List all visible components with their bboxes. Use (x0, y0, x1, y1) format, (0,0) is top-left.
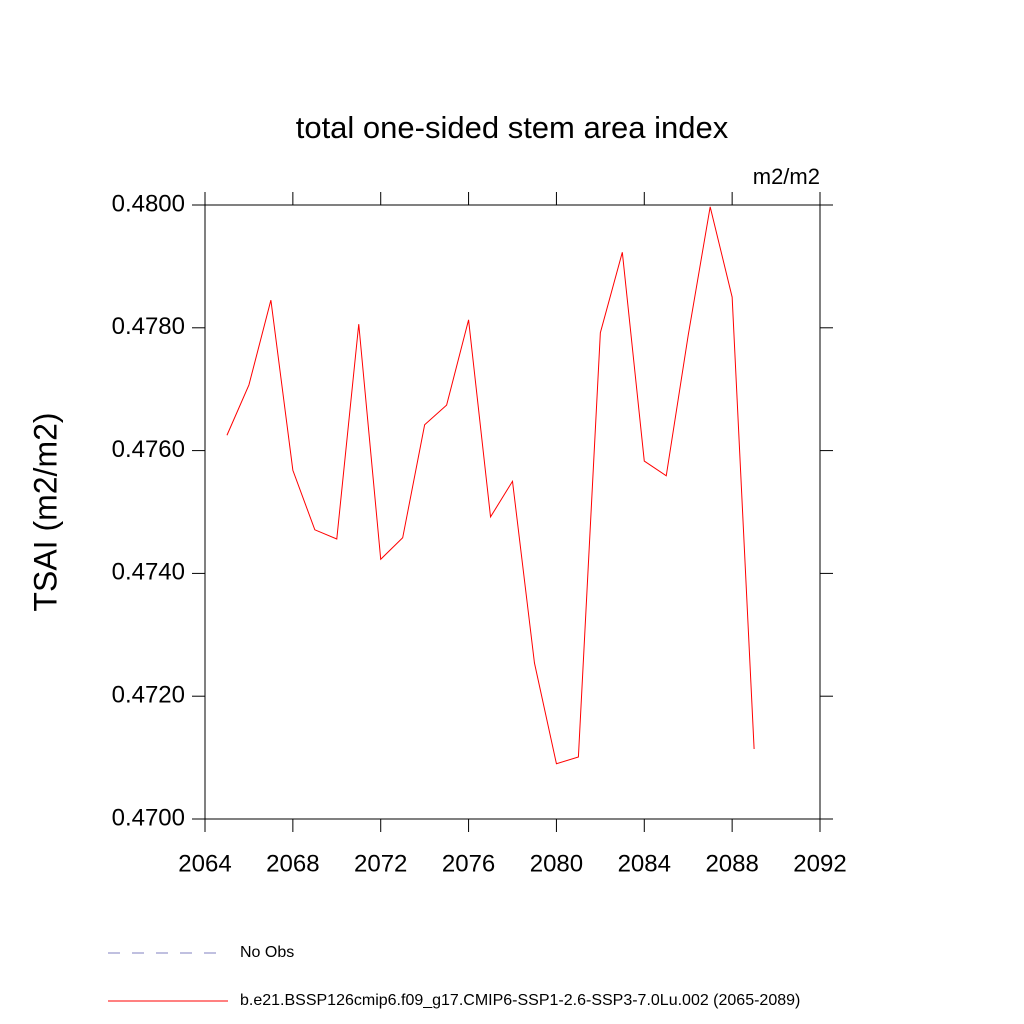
legend-label: No Obs (240, 944, 294, 961)
plot-frame (204, 204, 821, 820)
x-tick-label: 2064 (178, 850, 231, 877)
legend-label: b.e21.BSSP126cmip6.f09_g17.CMIP6-SSP1-2.… (240, 992, 800, 1009)
y-tick-label: 0.4720 (112, 682, 185, 709)
data-line (226, 206, 755, 765)
x-tick-label: 2084 (618, 850, 671, 877)
x-tick-label: 2068 (266, 850, 319, 877)
x-tick-label: 2088 (705, 850, 758, 877)
y-tick-label: 0.4700 (112, 804, 185, 831)
x-tick-label: 2080 (530, 850, 583, 877)
y-tick-label: 0.4780 (112, 313, 185, 340)
y-tick-label: 0.4800 (112, 190, 185, 217)
y-tick-label: 0.4760 (112, 436, 185, 463)
x-tick-label: 2072 (354, 850, 407, 877)
y-tick-label: 0.4740 (112, 559, 185, 586)
y-axis-label: TSAI (m2/m2) (27, 412, 63, 611)
chart-title: total one-sided stem area index (296, 110, 729, 145)
x-tick-label: 2076 (442, 850, 495, 877)
x-tick-label: 2092 (793, 850, 846, 877)
units-label: m2/m2 (753, 164, 820, 189)
